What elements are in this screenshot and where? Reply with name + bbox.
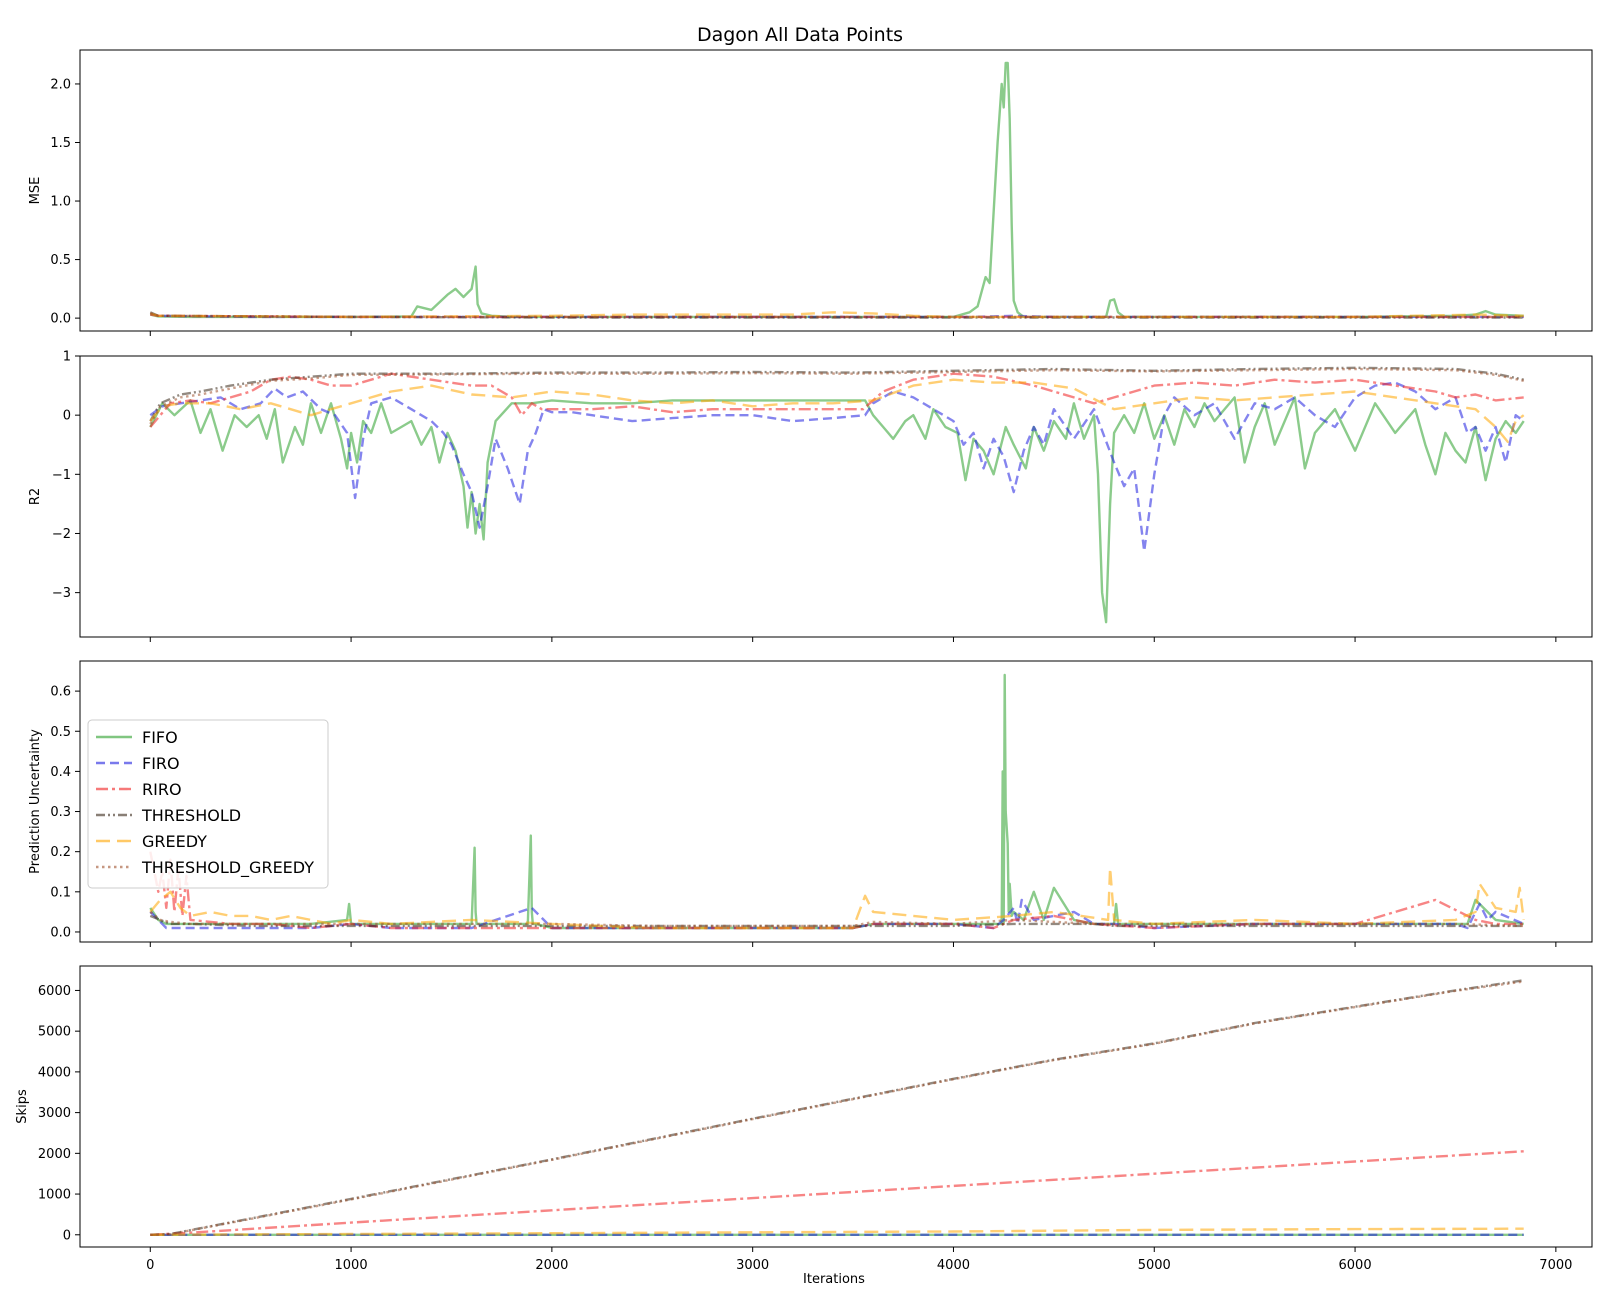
prediction-uncertainty-ytick-label: 0.4: [50, 765, 71, 780]
skips-ytick-label: 4000: [38, 1065, 71, 1080]
xtick-label: 6000: [1339, 1258, 1372, 1273]
xtick-label: 0: [146, 1258, 154, 1273]
prediction-uncertainty-ytick-label: 0.1: [50, 885, 71, 900]
skips-ytick-label: 3000: [38, 1106, 71, 1121]
skips-ytick-label: 6000: [38, 984, 71, 999]
legend-label-threshold-greedy: THRESHOLD_GREEDY: [141, 858, 314, 878]
prediction-uncertainty-ytick-label: 0.6: [50, 685, 71, 700]
r2-line-threshold-greedy: [149, 367, 1524, 425]
mse-axes-frame: [79, 49, 1593, 332]
skips-ytick-label: 1000: [38, 1188, 71, 1203]
r2-ytick-label: −1: [52, 468, 71, 483]
r2-line-threshold: [149, 366, 1524, 422]
r2-ytick-label: −2: [52, 527, 71, 542]
prediction-uncertainty-line-riro: [149, 851, 1524, 930]
legend-label-greedy: GREEDY: [142, 832, 207, 851]
prediction-uncertainty-ytick-label: 0.0: [50, 925, 71, 940]
xtick-label: 4000: [937, 1258, 970, 1273]
xtick-label: 5000: [1138, 1258, 1171, 1273]
legend-label-firo: FIRO: [142, 754, 180, 773]
skips-ytick-label: 5000: [38, 1025, 71, 1040]
skips-ytick-label: 0: [63, 1228, 71, 1243]
panel-prediction-uncertainty: 0.0 0.1 0.2 0.3 0.4 0.5 0.6 Prediction Uncertai…: [28, 660, 1593, 947]
mse-ytick-label: 1.0: [50, 195, 71, 210]
mse-line-fifo: [150, 61, 1524, 319]
prediction-uncertainty-ytick-label: 0.2: [50, 845, 71, 860]
legend-label-fifo: FIFO: [142, 728, 178, 747]
panel-mse: 0.0 0.5 1.0 1.5 2.0 MSE: [28, 49, 1593, 336]
prediction-uncertainty-y-axis-label: Prediction Uncertainty: [28, 729, 43, 874]
xtick-label: 1000: [335, 1258, 368, 1273]
skips-line-riro: [150, 1150, 1524, 1236]
legend-label-riro: RIRO: [142, 780, 182, 799]
panel-r2: −3 −2 −1 0 1 R2: [28, 350, 1593, 642]
skips-axes-frame: [79, 965, 1593, 1248]
prediction-uncertainty-axes-frame: [79, 660, 1593, 943]
skips-y-axis-label: Skips: [15, 1089, 30, 1124]
mse-ytick-label: 1.5: [50, 136, 71, 151]
r2-ytick-label: 1: [63, 350, 71, 365]
prediction-uncertainty-line-threshold-greedy: [149, 910, 1524, 928]
prediction-uncertainty-ytick-label: 0.5: [50, 725, 71, 740]
xtick-label: 2000: [535, 1258, 568, 1273]
r2-series: [149, 366, 1525, 624]
mse-ytick-label: 0.5: [50, 253, 71, 268]
skips-series: [150, 979, 1524, 1237]
prediction-uncertainty-ytick-label: 0.3: [50, 805, 71, 820]
xtick-label: 7000: [1539, 1258, 1572, 1273]
x-axis-label: Iterations: [803, 1272, 865, 1287]
r2-line-fifo: [149, 396, 1525, 624]
subplots: 0.0 0.5 1.0 1.5 2.0 MSE −3 −2 −1 0 1 R2 0.0 0.1 0.2 0.3…: [15, 49, 1593, 1273]
mse-y-axis-label: MSE: [28, 177, 43, 205]
mse-ytick-label: 0.0: [50, 312, 71, 327]
mse-ytick-label: 2.0: [50, 77, 71, 92]
r2-line-firo: [149, 381, 1525, 553]
r2-y-axis-label: R2: [28, 488, 43, 505]
r2-axes-frame: [79, 355, 1593, 638]
skips-line-greedy: [150, 1227, 1524, 1237]
skips-ytick-label: 2000: [38, 1147, 71, 1162]
prediction-uncertainty-series: [149, 673, 1525, 930]
panel-skips: 0 1000 2000 3000 4000 5000 6000 0 1000 2000 3000 40…: [15, 965, 1593, 1273]
r2-line-greedy: [149, 378, 1525, 443]
chart-title: Dagon All Data Points: [697, 24, 903, 46]
mse-line-threshold-greedy: [149, 312, 1524, 319]
r2-ytick-label: 0: [63, 409, 71, 424]
mse-series: [149, 61, 1524, 319]
prediction-uncertainty-line-threshold: [149, 914, 1524, 928]
legend: FIFO FIRO RIRO THRESHOLD GREEDY THRESHOLD_GRE…: [87, 719, 329, 889]
r2-ytick-label: −3: [52, 586, 71, 601]
legend-frame: [87, 719, 329, 889]
prediction-uncertainty-line-greedy: [149, 866, 1525, 930]
xtick-label: 3000: [736, 1258, 769, 1273]
skips-line-threshold-greedy: [150, 980, 1524, 1236]
legend-label-threshold: THRESHOLD: [141, 806, 241, 825]
